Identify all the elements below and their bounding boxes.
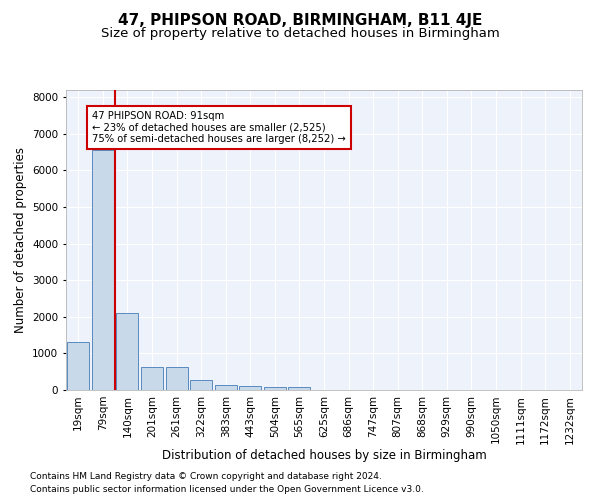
X-axis label: Distribution of detached houses by size in Birmingham: Distribution of detached houses by size … [161, 449, 487, 462]
Bar [239, 386, 262, 390]
Bar [289, 388, 310, 390]
Text: Size of property relative to detached houses in Birmingham: Size of property relative to detached ho… [101, 28, 499, 40]
Bar [264, 388, 286, 390]
Bar [92, 150, 114, 390]
Y-axis label: Number of detached properties: Number of detached properties [14, 147, 26, 333]
Bar [116, 313, 139, 390]
Bar [190, 380, 212, 390]
Text: Contains public sector information licensed under the Open Government Licence v3: Contains public sector information licen… [30, 484, 424, 494]
Bar [67, 342, 89, 390]
Bar [215, 385, 237, 390]
Bar [166, 368, 188, 390]
Bar [141, 368, 163, 390]
Text: 47, PHIPSON ROAD, BIRMINGHAM, B11 4JE: 47, PHIPSON ROAD, BIRMINGHAM, B11 4JE [118, 12, 482, 28]
Text: 47 PHIPSON ROAD: 91sqm
← 23% of detached houses are smaller (2,525)
75% of semi-: 47 PHIPSON ROAD: 91sqm ← 23% of detached… [92, 111, 346, 144]
Text: Contains HM Land Registry data © Crown copyright and database right 2024.: Contains HM Land Registry data © Crown c… [30, 472, 382, 481]
